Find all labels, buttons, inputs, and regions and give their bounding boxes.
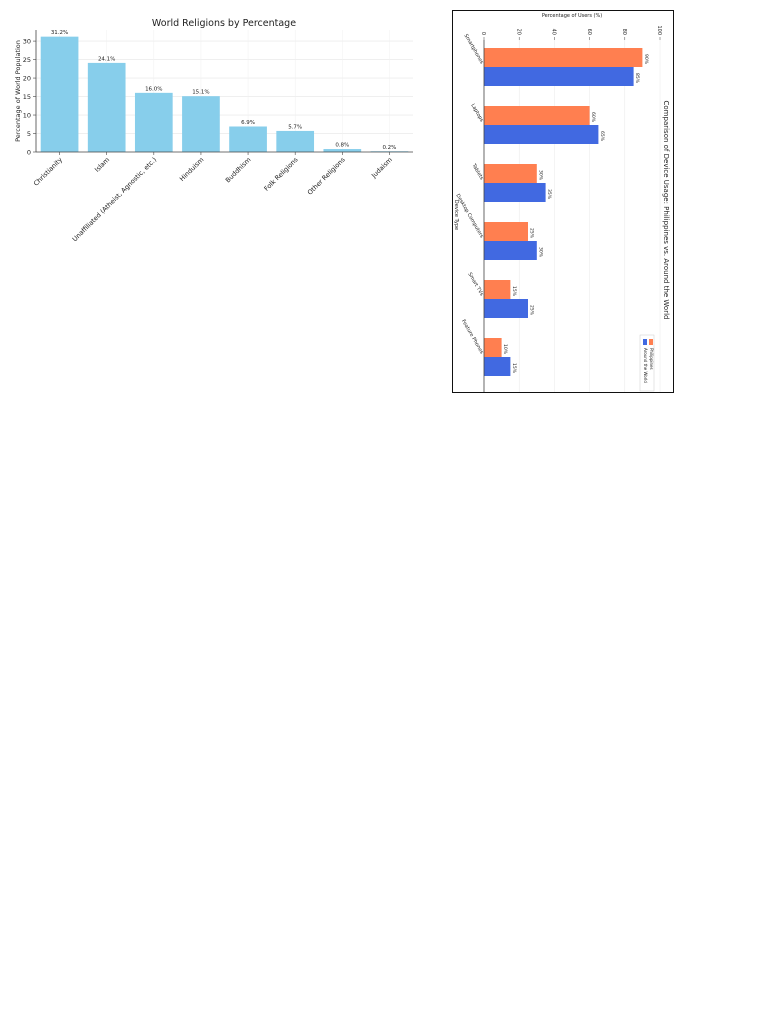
religions-bar-unaffiliated-atheist-agnostic-etc — [134, 92, 173, 152]
religions-value-label: 15.1% — [192, 90, 209, 96]
legend-swatch-philippines — [649, 339, 653, 345]
legend-box — [639, 334, 655, 392]
device-bar-philippines-smart-tvs — [484, 280, 511, 299]
religions-x-tick-label: Judaism — [369, 156, 394, 181]
device-bar-around-the-world-smartphones — [484, 67, 634, 86]
religions-y-tick-label: 20 — [23, 74, 31, 82]
device-value-label: 60% — [590, 112, 596, 123]
religions-x-tick-label: Hinduism — [178, 156, 205, 183]
religions-y-tick-label: 25 — [23, 56, 31, 64]
religions-bar-chart: World Religions by Percentage Percentage… — [14, 18, 413, 243]
device-bar-philippines-desktop-computers — [484, 222, 528, 241]
religions-y-tick-label: 5 — [27, 130, 31, 138]
device-x-tick-label: 20 — [515, 29, 521, 35]
religions-bar-other-religions — [323, 149, 362, 152]
religions-bar-christianity — [40, 36, 79, 153]
religions-y-ticks: 0 5 10 15 20 25 30 — [23, 37, 36, 156]
religions-value-label: 6.9% — [241, 120, 255, 126]
device-x-ticks: 0 20 40 60 80 100 — [480, 25, 662, 40]
religions-x-tick-label: Unaffiliated (Atheist, Agnostic, etc.) — [71, 156, 158, 243]
device-bar-philippines-laptops — [484, 106, 590, 125]
device-value-label: 85% — [634, 73, 640, 84]
religions-value-label: 31.2% — [51, 30, 68, 36]
religions-bar-islam — [87, 62, 126, 152]
religions-y-tick-label: 10 — [23, 111, 31, 119]
device-value-label: 65% — [599, 131, 605, 142]
device-bar-around-the-world-desktop-computers — [484, 241, 537, 260]
device-y-axis-label: Device Type — [453, 200, 459, 230]
device-bar-around-the-world-feature-phones — [484, 357, 511, 376]
device-bar-philippines-smartphones — [484, 48, 643, 67]
religions-x-tick-label: Other Religions — [306, 155, 347, 196]
religions-x-tick-label: Islam — [93, 156, 111, 174]
religions-value-label: 0.2% — [382, 145, 396, 151]
religions-bars — [40, 36, 409, 153]
religions-chart-title: World Religions by Percentage — [152, 18, 296, 29]
legend-label-world: Around the World — [643, 348, 648, 383]
religions-x-tick-label: Christianity — [32, 156, 64, 188]
device-value-label: 10% — [502, 344, 508, 355]
device-value-label: 25% — [529, 305, 535, 316]
religions-y-axis-label: Percentage of World Population — [14, 40, 22, 142]
religions-value-labels: 31.2% 24.1% 16.0% 15.1% 6.9% 5.7% 0.8% 0.2% — [51, 30, 397, 151]
religions-value-label: 5.7% — [288, 124, 302, 130]
device-bar-philippines-feature-phones — [484, 338, 502, 357]
device-x-tick-label: 80 — [621, 29, 627, 35]
device-chart-title: Comparison of Device Usage: Philippines … — [662, 101, 670, 320]
legend-swatch-world — [643, 339, 647, 345]
religions-value-label: 0.8% — [335, 143, 349, 149]
religions-bar-hinduism — [182, 96, 220, 152]
religions-y-tick-label: 15 — [23, 93, 31, 101]
device-value-label: 30% — [537, 247, 543, 258]
religions-y-tick-label: 0 — [27, 148, 31, 156]
religions-x-tick-label: Folk Religions — [263, 155, 300, 192]
device-legend: Philippines Around the World — [639, 334, 655, 392]
device-bar-around-the-world-smart-tvs — [484, 299, 528, 318]
legend-label-philippines: Philippines — [649, 348, 654, 370]
device-value-label: 15% — [511, 286, 517, 297]
device-x-tick-label: 100 — [656, 25, 662, 35]
device-bar-around-the-world-laptops — [484, 125, 599, 144]
device-value-label: 35% — [546, 189, 552, 200]
device-x-tick-label: 0 — [480, 32, 486, 35]
religions-y-tick-label: 30 — [23, 37, 31, 45]
religions-x-tick-label: Buddhism — [224, 156, 253, 185]
device-x-axis-label: Percentage of Users (%) — [542, 13, 602, 19]
device-bar-philippines-tablets — [484, 164, 537, 183]
device-value-label: 25% — [529, 228, 535, 239]
device-bars — [484, 48, 643, 376]
device-value-label: 30% — [537, 170, 543, 181]
device-x-tick-label: 60 — [586, 29, 592, 35]
device-bar-around-the-world-tablets — [484, 183, 546, 202]
religions-bar-buddhism — [229, 126, 267, 152]
religions-value-label: 24.1% — [98, 56, 115, 62]
religions-value-label: 16.0% — [145, 86, 162, 92]
device-value-labels: 90% 85% 60% 65% 30% 35% 25% 30% 15% 25% 10% 15% — [502, 54, 649, 374]
device-x-tick-label: 40 — [551, 29, 557, 35]
religions-bar-folk-religions — [276, 130, 315, 152]
device-value-label: 15% — [511, 363, 517, 374]
device-usage-chart: 0 20 40 60 80 100 SmartphonesLaptopsTabletsDe… — [452, 10, 674, 393]
device-value-label: 90% — [643, 54, 649, 65]
